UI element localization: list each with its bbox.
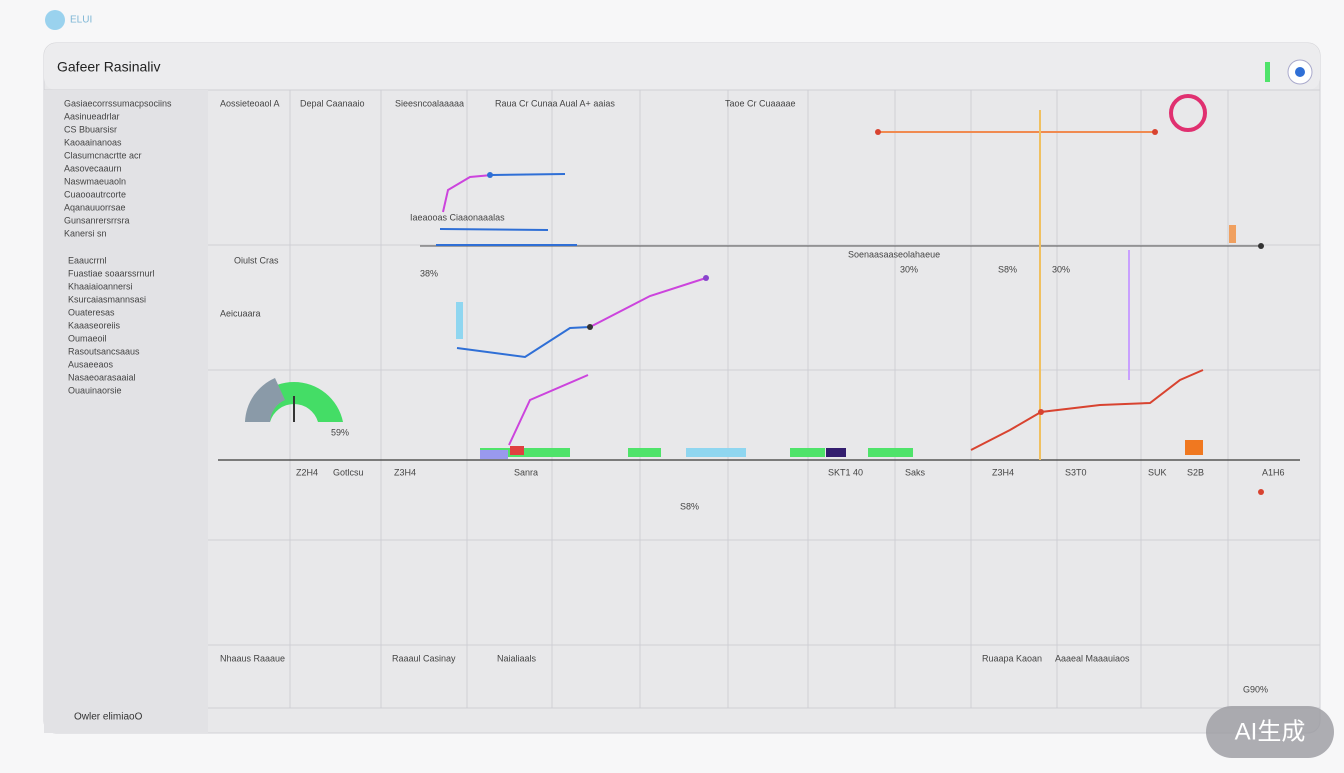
sidebar	[44, 90, 208, 733]
sidebar-item[interactable]: Nasaeoarasaaial	[68, 372, 136, 382]
gauge	[245, 378, 285, 422]
line-series	[491, 173, 566, 176]
sidebar-item[interactable]: Aasinueadrlar	[64, 111, 120, 121]
bar	[686, 448, 746, 457]
value-label: 30%	[1052, 264, 1070, 274]
sidebar-item[interactable]: Ouateresas	[68, 307, 115, 317]
sidebar-item[interactable]: CS Bbuarsisr	[64, 124, 117, 134]
bar	[1185, 440, 1203, 455]
watermark-badge	[1206, 706, 1334, 758]
sidebar-item[interactable]: Ksurcaiasmannsasi	[68, 294, 146, 304]
bar	[456, 302, 463, 339]
sidebar-item[interactable]: Gasiaecorrssumacpsociins	[64, 98, 172, 108]
sidebar-item[interactable]: Gunsanrersrrsra	[64, 215, 130, 225]
axis-label: SUK	[1148, 467, 1167, 477]
value-label: 30%	[900, 264, 918, 274]
footer-label: Aaaeal Maaauiaos	[1055, 653, 1130, 663]
panel-label: Aeicuaara	[220, 308, 261, 318]
sidebar-item[interactable]: Fuastiae soaarssrnurl	[68, 268, 155, 278]
bar	[826, 448, 846, 457]
bar	[1229, 225, 1236, 243]
footer-label: Nhaaus Raaaue	[220, 653, 285, 663]
axis-label: S2B	[1187, 467, 1204, 477]
column-header: Raua Cr Cunaa Aual A+ aaias	[495, 98, 615, 108]
bar	[510, 446, 524, 455]
point	[1152, 129, 1158, 135]
logo-text: ELUI	[70, 15, 92, 26]
ring	[1169, 94, 1207, 132]
line-series	[589, 277, 707, 328]
sidebar-item[interactable]: Clasumcnacrtte acr	[64, 150, 142, 160]
sidebar-item[interactable]: Eaaucrrnl	[68, 255, 107, 265]
bar	[480, 448, 570, 457]
line-series	[456, 326, 591, 359]
axis-label: A1H6	[1262, 467, 1285, 477]
page-title[interactable]: Gafeer Rasinaliv	[57, 59, 161, 75]
line-series	[970, 369, 1204, 451]
sidebar-item[interactable]: Khaaiaioannersi	[68, 281, 133, 291]
point	[1258, 243, 1264, 249]
bar	[790, 448, 825, 457]
sidebar-footer[interactable]: Owler elimiaoO	[74, 712, 143, 723]
axis-label: Sanra	[514, 467, 538, 477]
sidebar-item[interactable]: Rasoutsancsaaus	[68, 346, 140, 356]
sidebar-item[interactable]: Cuaooautrcorte	[64, 189, 126, 199]
sidebar-item[interactable]: Kaaaseoreiis	[68, 320, 121, 330]
axis-label: S3T0	[1065, 467, 1087, 477]
status-indicator	[1265, 62, 1270, 82]
point	[587, 324, 593, 330]
value-label: 59%	[331, 427, 349, 437]
axis-label: Z3H4	[992, 467, 1014, 477]
value-label: S8%	[998, 264, 1017, 274]
footer-label: Naialiaals	[497, 653, 537, 663]
column-header: Aossieteoaol A	[220, 98, 280, 108]
axis-label: Z3H4	[394, 467, 416, 477]
sidebar-item[interactable]: Ausaeeaos	[68, 359, 114, 369]
column-header: Taoe Cr Cuaaaae	[725, 98, 796, 108]
logo-icon	[45, 10, 65, 30]
line-series	[442, 174, 493, 213]
line-series	[508, 374, 589, 446]
sidebar-item[interactable]: Ouauinaorsie	[68, 385, 122, 395]
line-series	[439, 228, 549, 231]
point	[875, 129, 881, 135]
sidebar-item[interactable]: Oumaeoil	[68, 333, 107, 343]
window	[43, 42, 1321, 734]
panel-label: Oiulst Cras	[234, 255, 279, 265]
sidebar-item[interactable]: Naswmaeuaoln	[64, 176, 126, 186]
bar	[868, 448, 913, 457]
point	[703, 275, 709, 281]
panel-label: Iaeaooas Ciaaonaaalas	[410, 212, 505, 222]
header-bar	[44, 43, 1320, 90]
point	[487, 172, 493, 178]
axis-label: Gotlcsu	[333, 467, 364, 477]
bar	[480, 450, 508, 459]
sidebar-item[interactable]: Aasovecaaurn	[64, 163, 122, 173]
column-header: Depal Caanaaio	[300, 98, 365, 108]
axis-label: Saks	[905, 467, 926, 477]
point	[1038, 409, 1044, 415]
watermark: AI生成	[1235, 718, 1306, 745]
point	[1258, 489, 1264, 495]
sidebar-item[interactable]: Aqanauuorrsae	[64, 202, 126, 212]
column-header: Sieesncoalaaaaa	[395, 98, 464, 108]
footer-label: Ruaapa Kaoan	[982, 653, 1042, 663]
sidebar-item[interactable]: Kanersi sn	[64, 228, 107, 238]
panel-label: Soenaasaaseolahaeue	[848, 249, 940, 259]
sidebar-item[interactable]: Kaoaainanoas	[64, 137, 122, 147]
bar	[628, 448, 661, 457]
axis-label: Z2H4	[296, 467, 318, 477]
footer-label: Raaaul Casinay	[392, 653, 456, 663]
toggle-dot	[1295, 67, 1305, 77]
value-label: S8%	[680, 501, 699, 511]
value-label: 38%	[420, 268, 438, 278]
value-label: G90%	[1243, 684, 1268, 694]
axis-label: SKT1 40	[828, 467, 863, 477]
